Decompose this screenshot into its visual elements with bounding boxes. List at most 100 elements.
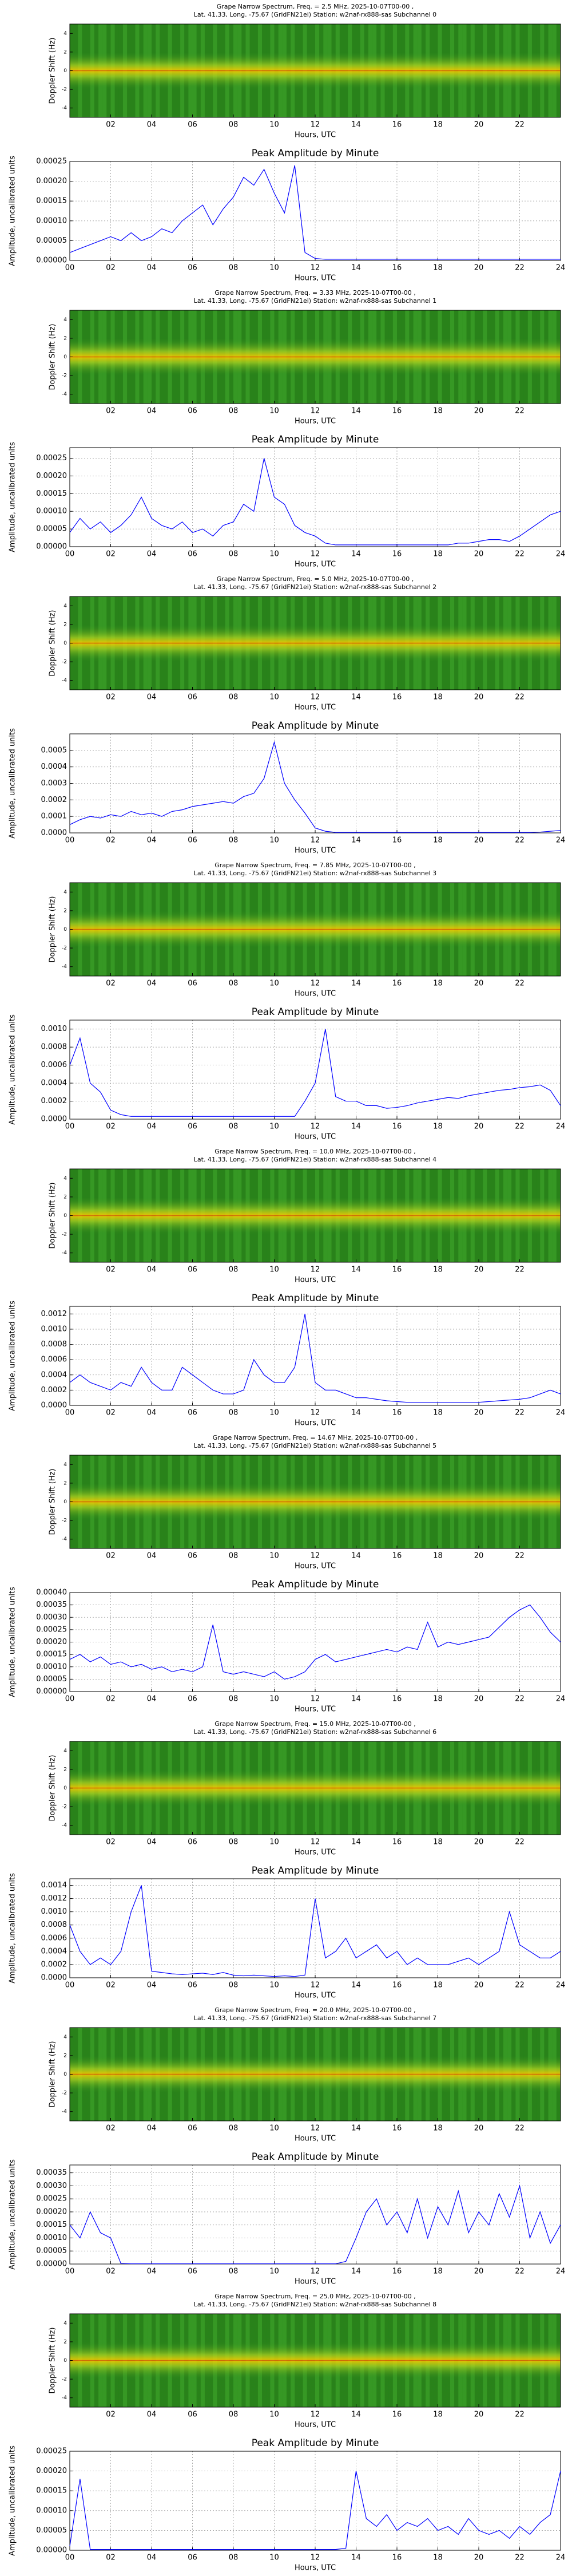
- y-tick-label: 2: [63, 908, 67, 914]
- y-tick-label: 0.00010: [36, 2234, 67, 2242]
- data-line: [69, 1885, 561, 1977]
- y-tick-label: 0.0008: [41, 1340, 67, 1349]
- x-tick-label: 10: [269, 1981, 279, 1990]
- x-tick-label: 20: [474, 1981, 484, 1990]
- x-tick-label: 06: [188, 2124, 197, 2133]
- x-tick-label: 18: [433, 693, 443, 702]
- x-tick-label: 10: [269, 550, 279, 559]
- x-tick-label: 02: [106, 693, 116, 702]
- x-tick-label: 20: [474, 2124, 484, 2133]
- data-line: [69, 165, 561, 260]
- y-tick-label: 0.00020: [36, 472, 67, 480]
- x-tick-label: 16: [392, 2411, 402, 2419]
- spectrogram-band: [70, 1196, 561, 1235]
- x-tick-label: 06: [188, 2554, 197, 2562]
- x-tick-label: 04: [147, 1409, 157, 1417]
- x-tick-label: 16: [392, 2554, 402, 2562]
- plot-frame: [69, 161, 561, 261]
- x-tick-label: 16: [392, 121, 402, 129]
- y-axis-label: Amplitude, uncalibrated units: [9, 1301, 17, 1411]
- x-tick-label: 10: [269, 2411, 279, 2419]
- plot-frame: [69, 2451, 561, 2551]
- plot-frame: [69, 1168, 561, 1263]
- x-tick-label: 04: [147, 836, 157, 845]
- x-tick-label: 10: [269, 693, 279, 702]
- x-tick-label: 00: [65, 836, 75, 845]
- y-tick-label: 0.0002: [41, 1097, 67, 1105]
- x-tick-label: 08: [229, 1409, 239, 1417]
- spectrogram-subtitle: Lat. 41.33, Long. -75.67 (GridFN21ei) St…: [194, 583, 436, 591]
- x-tick-label: 22: [515, 2124, 525, 2133]
- y-tick-label: 0.0006: [41, 1061, 67, 1069]
- spectrogram-subtitle: Lat. 41.33, Long. -75.67 (GridFN21ei) St…: [194, 1156, 436, 1163]
- plot-frame: [69, 310, 561, 404]
- x-tick-label: 24: [556, 1123, 566, 1131]
- x-tick-label: 08: [229, 979, 239, 988]
- x-tick-label: 00: [65, 550, 75, 559]
- y-axis-label: Amplitude, uncalibrated units: [9, 442, 17, 552]
- x-tick-label: 08: [229, 550, 239, 559]
- x-tick-label: 04: [147, 2554, 157, 2562]
- x-tick-label: 24: [556, 2267, 566, 2276]
- x-tick-label: 22: [515, 836, 525, 845]
- x-tick-label: 14: [351, 2124, 361, 2133]
- y-axis-label: Doppler Shift (Hz): [49, 38, 57, 104]
- plot-frame: [69, 733, 561, 833]
- x-tick-label: 24: [556, 264, 566, 272]
- x-tick-label: 20: [474, 1123, 484, 1131]
- y-axis-label: Amplitude, uncalibrated units: [9, 1587, 17, 1697]
- y-tick-label: -4: [62, 392, 67, 397]
- y-tick-label: 0.00000: [36, 1688, 67, 1696]
- data-line: [69, 2184, 561, 2265]
- y-tick-label: 2: [63, 2053, 67, 2059]
- x-tick-label: 20: [474, 1838, 484, 1847]
- x-tick-label: 04: [147, 264, 157, 272]
- x-axis-label: Hours, UTC: [295, 417, 336, 426]
- x-axis-label: Hours, UTC: [295, 990, 336, 998]
- x-tick-label: 02: [106, 2267, 116, 2276]
- x-tick-label: 10: [269, 264, 279, 272]
- x-axis-label: Hours, UTC: [295, 1848, 336, 1857]
- y-tick-label: 0: [63, 641, 67, 646]
- x-axis-label: Hours, UTC: [295, 1133, 336, 1141]
- x-tick-label: 08: [229, 1981, 239, 1990]
- plot-frame: [69, 23, 561, 118]
- x-tick-label: 24: [556, 550, 566, 559]
- y-tick-label: -2: [62, 1804, 67, 1810]
- y-tick-label: 0.0000: [41, 829, 67, 837]
- y-tick-label: 0: [63, 354, 67, 360]
- x-tick-label: 02: [106, 407, 116, 416]
- x-tick-label: 08: [229, 836, 239, 845]
- data-line: [69, 741, 561, 833]
- plot-frame: [69, 882, 561, 977]
- y-axis-label: Doppler Shift (Hz): [49, 1183, 57, 1249]
- x-axis-label: Hours, UTC: [295, 1276, 336, 1285]
- x-tick-label: 10: [269, 1552, 279, 1560]
- y-tick-label: -2: [62, 1232, 67, 1238]
- x-tick-label: 08: [229, 1123, 239, 1131]
- plot-frame: [69, 1306, 561, 1406]
- x-tick-label: 04: [147, 550, 157, 559]
- y-tick-label: 0: [63, 1499, 67, 1505]
- y-tick-label: -2: [62, 659, 67, 665]
- x-tick-label: 20: [474, 2267, 484, 2276]
- y-tick-label: -4: [62, 1823, 67, 1828]
- y-tick-label: -4: [62, 1536, 67, 1542]
- y-tick-label: 0.00010: [36, 507, 67, 516]
- y-tick-label: 2: [63, 335, 67, 341]
- y-tick-label: 2: [63, 49, 67, 55]
- x-axis-label: Hours, UTC: [295, 704, 336, 712]
- x-tick-label: 20: [474, 836, 484, 845]
- y-axis-label: Doppler Shift (Hz): [49, 324, 57, 390]
- x-tick-label: 16: [392, 1838, 402, 1847]
- y-tick-label: 0.0012: [41, 1894, 67, 1903]
- plot-frame: [69, 2027, 561, 2121]
- x-tick-label: 22: [515, 121, 525, 129]
- y-tick-label: 4: [63, 317, 67, 323]
- x-axis-label: Hours, UTC: [295, 560, 336, 569]
- y-tick-label: 0.00000: [36, 2260, 67, 2269]
- y-tick-label: 0.00010: [36, 2506, 67, 2515]
- y-axis-label: Amplitude, uncalibrated units: [9, 1873, 17, 1984]
- x-tick-label: 00: [65, 1409, 75, 1417]
- y-tick-label: 0.00025: [36, 2195, 67, 2203]
